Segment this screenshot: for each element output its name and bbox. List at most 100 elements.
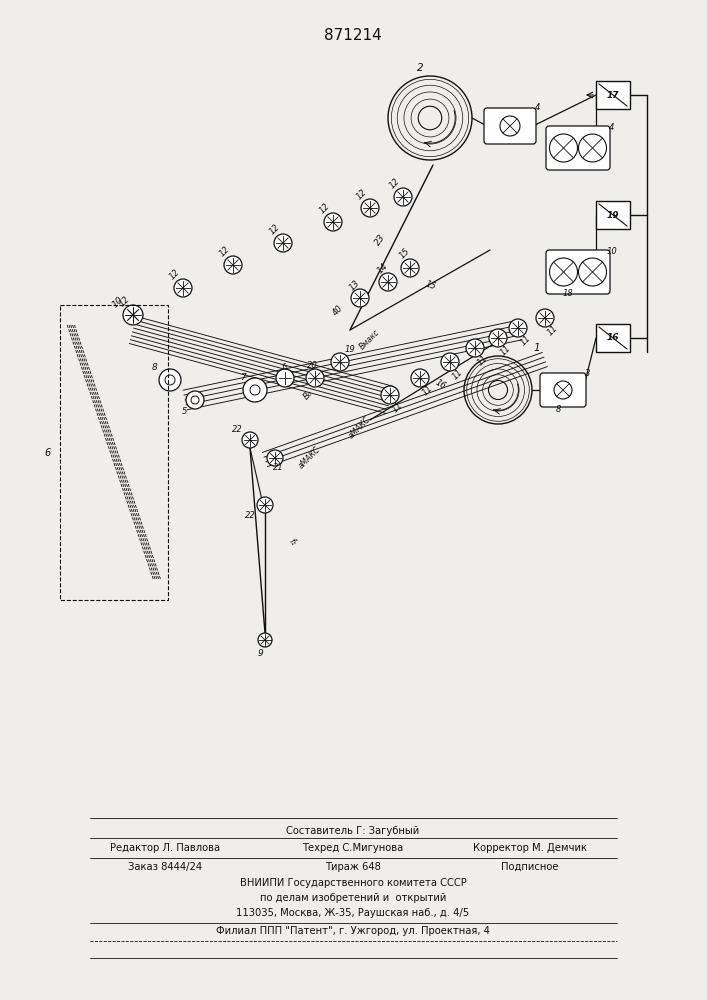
Circle shape [243, 378, 267, 402]
Circle shape [123, 305, 143, 325]
Text: Корректор М. Демчик: Корректор М. Демчик [473, 843, 587, 853]
Text: 11: 11 [391, 400, 405, 414]
Text: 19: 19 [607, 211, 619, 220]
Text: ВНИИПИ Государственного комитета СССР: ВНИИПИ Государственного комитета СССР [240, 878, 467, 888]
Circle shape [324, 213, 342, 231]
Text: 12: 12 [168, 267, 182, 281]
Text: 11: 11 [451, 367, 465, 381]
Bar [596, 324, 630, 352]
Circle shape [549, 134, 578, 162]
Text: f₂: f₂ [282, 363, 288, 372]
Text: 11: 11 [421, 383, 435, 397]
Text: 22: 22 [232, 426, 243, 434]
Text: 4: 4 [609, 123, 614, 132]
Circle shape [174, 279, 192, 297]
Text: 20: 20 [307, 360, 317, 369]
Text: Составитель Г: Загубный: Составитель Г: Загубный [286, 826, 420, 836]
Circle shape [306, 369, 324, 387]
Text: 15: 15 [398, 246, 412, 260]
Circle shape [401, 259, 419, 277]
Bar [596, 81, 630, 109]
Text: 15: 15 [423, 279, 437, 291]
Circle shape [267, 450, 283, 466]
Text: Филиал ППП "Патент", г. Ужгород, ул. Проектная, 4: Филиал ППП "Патент", г. Ужгород, ул. Про… [216, 926, 490, 936]
Text: Заказ 8444/24: Заказ 8444/24 [128, 862, 202, 872]
Text: 12: 12 [318, 201, 332, 215]
Text: Подписное: Подписное [501, 862, 559, 872]
Text: 113035, Москва, Ж-35, Раушская наб., д. 4/5: 113035, Москва, Ж-35, Раушская наб., д. … [236, 908, 469, 918]
Circle shape [242, 432, 258, 448]
Circle shape [258, 633, 272, 647]
Circle shape [361, 199, 379, 217]
Circle shape [394, 188, 412, 206]
Circle shape [124, 306, 142, 324]
Text: f₁: f₁ [286, 537, 298, 547]
Circle shape [549, 258, 578, 286]
Text: 8: 8 [555, 406, 561, 414]
FancyBboxPatch shape [546, 126, 610, 170]
Circle shape [536, 309, 554, 327]
Circle shape [191, 396, 199, 404]
Text: 12: 12 [355, 187, 369, 201]
Text: 16: 16 [607, 334, 619, 342]
Circle shape [554, 381, 572, 399]
Text: 40: 40 [331, 303, 345, 317]
Circle shape [379, 273, 397, 291]
Text: 3: 3 [585, 369, 590, 378]
Text: 2: 2 [416, 63, 423, 73]
FancyBboxPatch shape [540, 373, 586, 407]
Circle shape [274, 234, 292, 252]
Circle shape [159, 369, 181, 391]
Text: 17: 17 [607, 91, 619, 100]
Circle shape [509, 319, 527, 337]
FancyBboxPatch shape [484, 108, 536, 144]
Circle shape [466, 339, 484, 357]
Text: 12: 12 [268, 222, 282, 236]
Circle shape [500, 116, 520, 136]
Text: аМАКС: аМАКС [297, 445, 323, 471]
Text: 10: 10 [607, 247, 617, 256]
FancyBboxPatch shape [546, 250, 610, 294]
Circle shape [186, 391, 204, 409]
Circle shape [489, 329, 507, 347]
Text: 11: 11 [476, 353, 490, 367]
Text: 23: 23 [373, 233, 387, 247]
Text: 7: 7 [240, 373, 246, 382]
Text: 11: 11 [546, 323, 560, 337]
Text: 871214: 871214 [324, 28, 382, 43]
Circle shape [224, 256, 242, 274]
Text: 12: 12 [218, 244, 232, 258]
Text: 14: 14 [376, 261, 390, 275]
Text: 10: 10 [111, 295, 125, 309]
Text: 6: 6 [45, 448, 51, 458]
Text: 13: 13 [348, 278, 362, 292]
Circle shape [250, 385, 260, 395]
Text: B₀: B₀ [302, 389, 315, 401]
Circle shape [257, 497, 273, 513]
Circle shape [441, 353, 459, 371]
Text: 19: 19 [344, 346, 356, 355]
Text: Вмакс: Вмакс [358, 328, 382, 352]
Text: 1: 1 [534, 343, 540, 353]
Circle shape [276, 369, 294, 387]
Text: Редактор Л. Павлова: Редактор Л. Павлова [110, 843, 220, 853]
Bar [596, 201, 630, 229]
Circle shape [331, 353, 349, 371]
Text: 11: 11 [519, 333, 533, 347]
Circle shape [578, 134, 607, 162]
Text: 11: 11 [499, 343, 513, 357]
Text: 4: 4 [535, 104, 541, 112]
Text: 9: 9 [257, 648, 263, 658]
Text: 8: 8 [152, 362, 158, 371]
Text: 16: 16 [433, 378, 447, 392]
Text: Техред С.Мигунова: Техред С.Мигунова [303, 843, 404, 853]
Text: Тираж 648: Тираж 648 [325, 862, 381, 872]
Text: 21: 21 [273, 464, 284, 473]
Circle shape [381, 386, 399, 404]
Text: 12: 12 [388, 176, 402, 190]
Text: аМАКС: аМАКС [347, 415, 373, 441]
Bar [60, 305, 168, 600]
Circle shape [351, 289, 369, 307]
Text: 5: 5 [182, 408, 187, 416]
Text: по делам изобретений и  открытий: по делам изобретений и открытий [259, 893, 446, 903]
